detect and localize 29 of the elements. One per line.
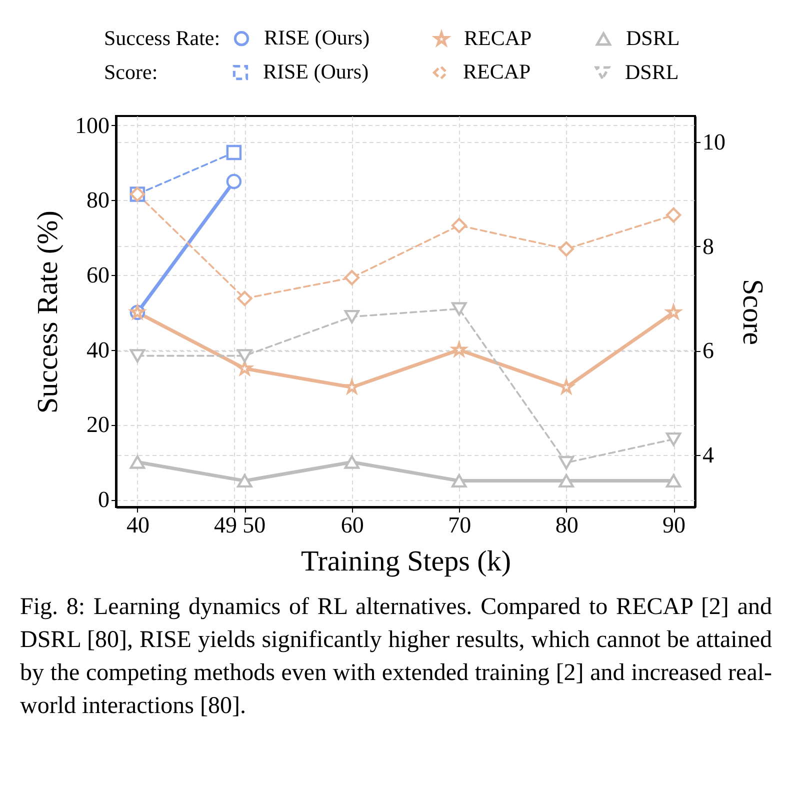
x-tick-label: 90 [662,512,686,538]
legend-label: RECAP [463,60,531,84]
text: Success Rate: [104,26,220,50]
y2-tick-label: 8 [702,234,714,259]
y2-tick-label: 4 [702,442,714,468]
legend-label: RISE (Ours) [264,26,370,50]
y2-axis-title: Score [736,278,768,346]
y-tick-label: 20 [86,412,110,438]
x-tick-label: 80 [555,512,578,538]
y-axis-title: Success Rate (%) [32,210,64,414]
text: Score: [104,60,158,84]
x-tick-label: 40 [126,512,150,538]
x-tick-label: 50 [242,512,266,538]
x-tick-label: 49 [214,512,237,538]
y-tick-label: 0 [98,487,110,512]
caption: Fig. 8: Learning dynamics of RL alternatives. Compared to RECAP [2] and DSRL [80], RISE yields significantly higher results, which cannot be attained by the competing methods even with extended training [2] and increased real-world interactions [80]. [20,593,772,721]
y-tick-label: 60 [86,262,110,288]
legend-label: RISE (Ours) [263,60,369,84]
y-tick-label: 40 [86,337,110,362]
x-axis-title: Training Steps (k) [301,546,511,578]
y2-tick-label: 6 [702,338,714,364]
y-tick-label: 80 [86,188,110,213]
x-tick-label: 70 [448,512,472,538]
legend-label: DSRL [625,60,679,84]
legend-label: RECAP [464,26,532,50]
x-tick-label: 60 [340,512,364,538]
legend-label: DSRL [626,26,680,50]
y2-tick-label: 10 [702,130,726,155]
y-tick-label: 100 [75,112,110,138]
